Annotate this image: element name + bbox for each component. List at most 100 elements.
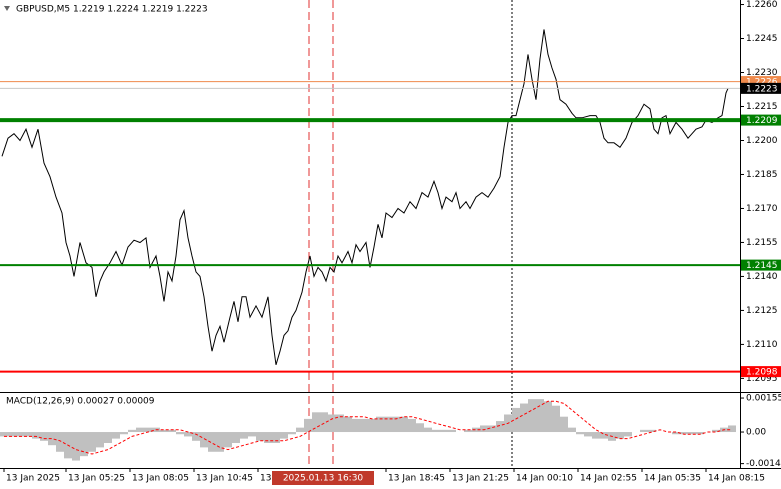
- histogram-bar: [544, 401, 552, 433]
- histogram-bar: [144, 427, 152, 433]
- histogram-bar: [576, 432, 584, 435]
- x-tick-label: 14 Jan 08:15: [708, 474, 765, 484]
- level-tag: [741, 259, 781, 271]
- x-tick-label: 14 Jan 05:35: [644, 474, 701, 484]
- histogram-bar: [568, 427, 576, 433]
- y-tick-label: 1.2245: [746, 34, 778, 44]
- histogram-bar: [40, 432, 48, 441]
- indicator-title: MACD(12,26,9) 0.00027 0.00009: [6, 397, 155, 407]
- histogram-bar: [432, 429, 440, 433]
- x-tick-label: 13 Jan 08:05: [132, 474, 189, 484]
- y-tick-label: 1.2170: [746, 204, 778, 214]
- histogram-bar: [296, 427, 304, 433]
- histogram-bar: [488, 425, 496, 433]
- histogram-bar: [728, 425, 736, 433]
- y-tick-label: 1.2230: [746, 68, 778, 78]
- histogram-bar: [448, 429, 456, 433]
- y-tick-label: -0.00144: [746, 459, 781, 469]
- histogram-bar: [312, 412, 320, 433]
- x-tick-label: 13 Jan 10:45: [196, 474, 253, 484]
- histogram-bar: [520, 403, 528, 433]
- histogram-bar: [376, 416, 384, 433]
- histogram-bar: [32, 432, 40, 439]
- histogram-bar: [712, 429, 720, 433]
- histogram-bar: [96, 432, 104, 448]
- histogram-bar: [600, 432, 608, 439]
- histogram-bar: [8, 432, 16, 437]
- histogram-bar: [0, 432, 8, 437]
- histogram-bar: [72, 432, 80, 461]
- histogram-bar: [216, 432, 224, 452]
- histogram-bar: [136, 427, 144, 433]
- histogram-bar: [248, 432, 256, 437]
- histogram-bar: [272, 432, 280, 443]
- histogram-bar: [176, 432, 184, 435]
- histogram-bar: [392, 416, 400, 433]
- level-tag: [741, 114, 781, 126]
- y-tick-label: 1.2200: [746, 136, 778, 146]
- histogram-bar: [536, 399, 544, 433]
- level-tag: [741, 82, 781, 94]
- crosshair-label: 2025.01.13 16:30: [283, 474, 364, 484]
- histogram-bar: [104, 432, 112, 443]
- y-tick-label: 1.2260: [746, 0, 778, 10]
- histogram-bar: [584, 432, 592, 437]
- histogram-bar: [120, 432, 128, 435]
- histogram-bar: [48, 432, 56, 446]
- x-tick-label: 14 Jan 00:10: [516, 474, 573, 484]
- histogram-bar: [360, 418, 368, 433]
- level-tag: [741, 366, 781, 378]
- histogram-bar: [280, 432, 288, 439]
- histogram-bar: [648, 429, 656, 433]
- histogram-bar: [672, 432, 680, 435]
- histogram-bar: [288, 432, 296, 435]
- x-tick-label: 13 Jan 18:45: [388, 474, 445, 484]
- histogram-bar: [512, 407, 520, 433]
- histogram-bar: [560, 416, 568, 433]
- histogram-bar: [16, 432, 24, 437]
- histogram-bar: [160, 429, 168, 433]
- level-label: 1.2223: [746, 84, 778, 94]
- x-tick-label: 13 Jan 21:25: [452, 474, 509, 484]
- histogram-bar: [424, 427, 432, 433]
- histogram-bar: [56, 432, 64, 452]
- histogram-bar: [112, 432, 120, 439]
- histogram-bar: [208, 432, 216, 452]
- histogram-bar: [552, 405, 560, 433]
- histogram-bar: [440, 429, 448, 433]
- y-tick-label: 0.00155: [746, 394, 781, 404]
- histogram-bar: [616, 432, 624, 439]
- y-tick-label: 1.2125: [746, 306, 778, 316]
- level-label: 1.2226: [746, 78, 778, 88]
- x-tick-label: 14 Jan 02:55: [580, 474, 637, 484]
- histogram-bar: [184, 432, 192, 437]
- histogram-bar: [688, 432, 696, 435]
- histogram-bar: [304, 418, 312, 433]
- histogram-bar: [640, 429, 648, 433]
- histogram-bar: [168, 429, 176, 433]
- histogram-bar: [232, 432, 240, 443]
- histogram-bar: [264, 432, 272, 443]
- signal-line: [4, 400, 732, 455]
- histogram-bar: [200, 432, 208, 448]
- y-tick-label: 1.2095: [746, 374, 778, 384]
- histogram-bar: [328, 414, 336, 433]
- histogram-bar: [344, 416, 352, 433]
- chart-title: GBPUSD,M5 1.2219 1.2224 1.2219 1.2223: [16, 5, 208, 15]
- histogram-bar: [472, 427, 480, 433]
- histogram-bar: [416, 423, 424, 433]
- y-tick-label: 1.2185: [746, 170, 778, 180]
- histogram-bar: [336, 414, 344, 433]
- y-tick-label: 1.2140: [746, 272, 778, 282]
- histogram-bar: [624, 432, 632, 437]
- histogram-bar: [680, 432, 688, 435]
- histogram-bar: [384, 416, 392, 433]
- histogram-bar: [320, 412, 328, 433]
- price-line: [1, 29, 729, 365]
- histogram-bar: [496, 421, 504, 433]
- histogram-bar: [592, 432, 600, 439]
- x-tick-label: 13 Jan 2025: [6, 474, 60, 484]
- histogram-bar: [528, 399, 536, 433]
